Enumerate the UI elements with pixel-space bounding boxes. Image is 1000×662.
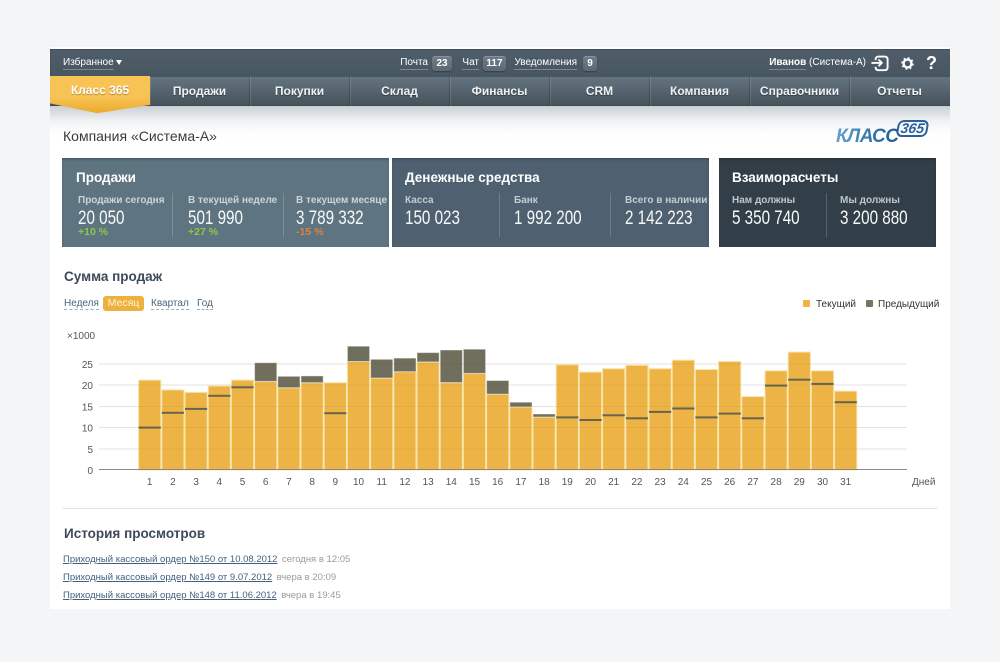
svg-text:5: 5 — [240, 477, 246, 488]
svg-text:9: 9 — [333, 477, 339, 488]
svg-text:23: 23 — [655, 477, 667, 488]
svg-text:5: 5 — [87, 445, 93, 456]
svg-text:11: 11 — [377, 477, 388, 488]
svg-text:19: 19 — [562, 477, 574, 488]
svg-text:24: 24 — [678, 477, 690, 488]
svg-text:12: 12 — [399, 477, 411, 488]
svg-text:10: 10 — [82, 424, 94, 435]
svg-text:27: 27 — [747, 477, 759, 488]
svg-text:15: 15 — [469, 477, 481, 488]
svg-text:Дней: Дней — [912, 477, 935, 488]
svg-text:17: 17 — [515, 477, 527, 488]
svg-text:29: 29 — [794, 477, 806, 488]
svg-text:7: 7 — [286, 477, 292, 488]
svg-text:13: 13 — [423, 477, 435, 488]
svg-text:3: 3 — [193, 477, 199, 488]
svg-text:21: 21 — [608, 477, 620, 488]
svg-text:6: 6 — [263, 477, 269, 488]
svg-text:20: 20 — [585, 477, 597, 488]
svg-text:18: 18 — [539, 477, 551, 488]
svg-text:22: 22 — [631, 477, 643, 488]
svg-text:15: 15 — [82, 402, 94, 413]
svg-text:20: 20 — [82, 381, 94, 392]
svg-text:26: 26 — [724, 477, 736, 488]
svg-text:10: 10 — [353, 477, 365, 488]
svg-text:8: 8 — [309, 477, 315, 488]
svg-text:31: 31 — [840, 477, 852, 488]
svg-text:16: 16 — [492, 477, 504, 488]
svg-text:25: 25 — [82, 360, 94, 371]
svg-text:14: 14 — [446, 477, 458, 488]
svg-text:25: 25 — [701, 477, 713, 488]
svg-text:×1000: ×1000 — [67, 331, 96, 342]
svg-text:30: 30 — [817, 477, 829, 488]
svg-text:1: 1 — [147, 477, 153, 488]
svg-text:4: 4 — [217, 477, 223, 488]
svg-text:2: 2 — [170, 477, 176, 488]
svg-text:0: 0 — [87, 466, 93, 477]
svg-text:28: 28 — [771, 477, 783, 488]
